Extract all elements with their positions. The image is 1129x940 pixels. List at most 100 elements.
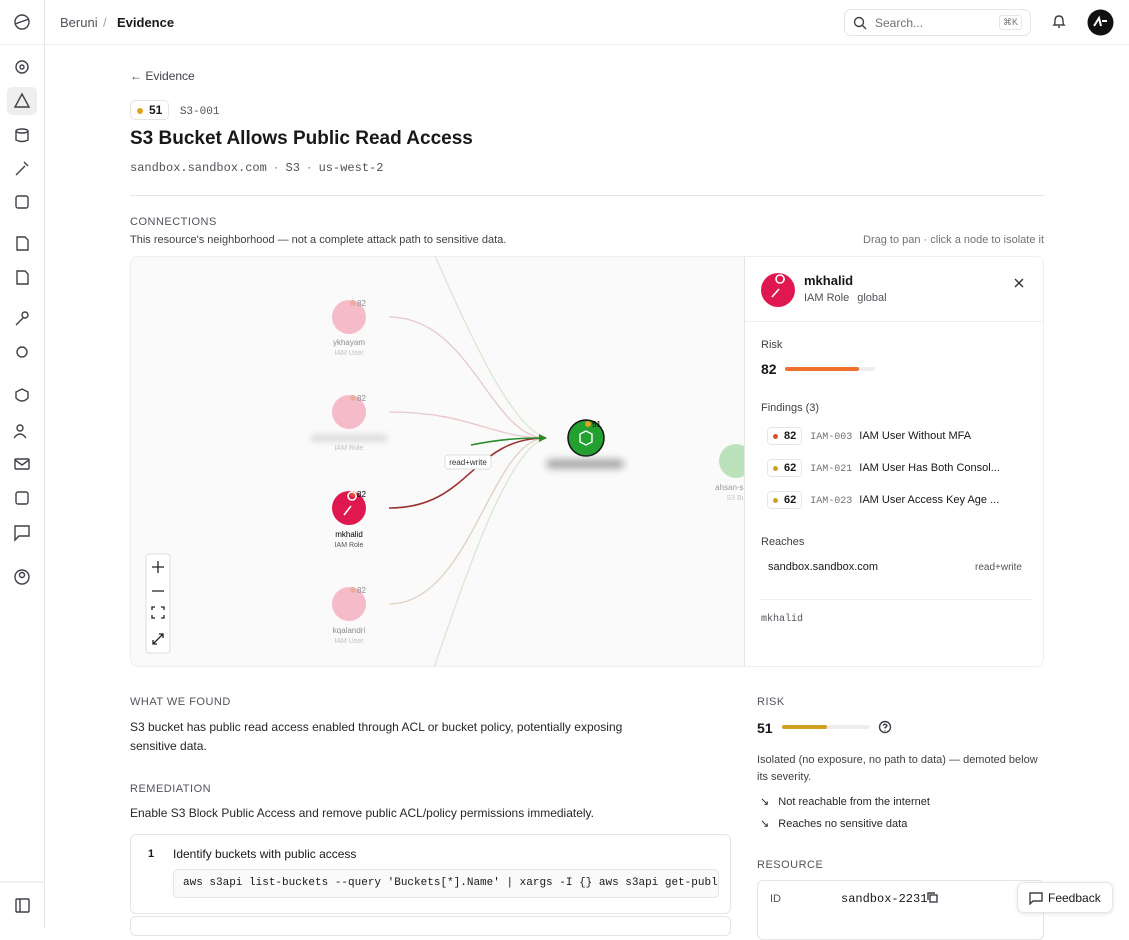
edge-label: read+write: [449, 458, 487, 467]
node-sublabel: IAM Role: [335, 445, 364, 452]
back-link[interactable]: ← Evidence: [130, 69, 195, 83]
finding-title: IAM User Without MFA: [859, 430, 972, 442]
meta-separator: ·: [274, 160, 279, 174]
copy-icon[interactable]: [927, 892, 939, 904]
reaches-label: Reaches: [761, 536, 805, 548]
risk-label: Risk: [761, 339, 783, 351]
node-label: ahsan-s3-in: [715, 483, 757, 492]
finding-dot: [773, 497, 778, 503]
zoom-controls[interactable]: [145, 553, 171, 654]
finding-row[interactable]: 82 IAM-003 IAM User Without MFA: [767, 427, 1027, 445]
score: 51: [149, 103, 163, 117]
finding-id: S3-001: [179, 106, 220, 118]
finding-id: IAM-003: [810, 432, 853, 443]
risk-value: 82: [761, 361, 777, 377]
finding-score: 82: [784, 430, 797, 442]
section-heading: REMEDIATION: [130, 783, 212, 795]
risk-track: [785, 367, 875, 371]
meta-item: S3: [285, 161, 300, 175]
meta: sandbox.sandbox.com · S3 · us-west-2: [130, 160, 383, 175]
node[interactable]: 51: [547, 419, 623, 468]
finding-dot: [773, 433, 778, 439]
resource-value: sandbox-2231: [841, 892, 928, 906]
risk-explanation: Isolated (no exposure, no path to data) …: [757, 754, 1038, 783]
close-button[interactable]: [1013, 277, 1025, 289]
step: 1 Identify buckets with public access aw…: [130, 834, 731, 914]
risk-bar: [782, 725, 827, 729]
sidebar-icons: [0, 14, 45, 913]
section-heading: WHAT WE FOUND: [130, 696, 231, 708]
node[interactable]: 82 mkhalid IAM Role: [332, 490, 366, 549]
breadcrumb-link[interactable]: Beruni: [60, 15, 98, 30]
finding-score: 62: [784, 462, 797, 474]
remediation-text: Enable S3 Block Public Access and remove…: [130, 806, 594, 820]
bell-icon[interactable]: [1051, 14, 1067, 30]
node-score: 82: [357, 394, 366, 403]
avatar[interactable]: [1087, 9, 1114, 36]
panel-scope: global: [857, 292, 887, 304]
page-title: S3 Bucket Allows Public Read Access: [130, 128, 473, 149]
feedback-label[interactable]: Feedback: [1048, 891, 1101, 905]
section-heading: RESOURCE: [757, 859, 824, 871]
risk-track: [782, 725, 870, 729]
section-heading: CONNECTIONS: [130, 216, 217, 228]
section-heading: RISK: [757, 696, 785, 708]
help-icon[interactable]: [878, 720, 892, 734]
breadcrumb-separator: /: [103, 15, 107, 30]
feedback-button[interactable]: Feedback: [1017, 882, 1113, 913]
found-text: S3 bucket has public read access enabled…: [130, 720, 623, 753]
bullet-text: Reaches no sensitive data: [778, 818, 908, 830]
node-sublabel: IAM Role: [335, 542, 364, 549]
step-text: Identify buckets with public access: [173, 847, 357, 861]
node-label: ykhayam: [333, 338, 365, 347]
reach-name[interactable]: sandbox.sandbox.com: [768, 561, 879, 573]
node[interactable]: 82 kqalandri IAM User: [332, 586, 366, 645]
risk-bullet: ↘ Reaches no sensitive data: [760, 818, 908, 830]
score-pill: 51: [130, 100, 170, 120]
search-box[interactable]: Search... ⌘K: [844, 9, 1031, 36]
meta-item: us-west-2: [318, 161, 384, 175]
node-sublabel: S3 Bu: [726, 495, 745, 502]
risk-bar: [785, 367, 859, 371]
meta-item: sandbox.sandbox.com: [130, 161, 267, 175]
detail-panel: mkhalid IAM Role global Risk 82 Findings …: [744, 257, 1043, 666]
badge-row: 51 S3-001: [130, 100, 219, 120]
node-score: 82: [357, 490, 366, 499]
finding-title: IAM User Has Both Consol...: [859, 462, 1000, 474]
finding-id: IAM-021: [810, 464, 853, 475]
finding-row[interactable]: 62 IAM-023 IAM User Access Key Age ...: [767, 491, 1027, 509]
step-number: 1: [148, 848, 155, 860]
feedback-icon: [1029, 892, 1043, 905]
finding-score: 62: [784, 494, 797, 506]
finding-row[interactable]: 62 IAM-021 IAM User Has Both Consol...: [767, 459, 1027, 477]
graph[interactable]: read+write 82 ykhayam IAM User 82 IAM Ro…: [130, 256, 1044, 667]
resource-table: ID sandbox-2231: [757, 880, 1044, 940]
node-sublabel: IAM User: [334, 638, 364, 645]
back-label[interactable]: Evidence: [145, 69, 195, 83]
topbar: Beruni / Evidence Search... ⌘K: [45, 0, 1129, 44]
meta-separator: ·: [307, 160, 312, 174]
sidebar: [0, 0, 45, 928]
node-label: mkhalid: [335, 530, 363, 539]
node[interactable]: 82 ykhayam IAM User: [332, 299, 366, 357]
resource-key: ID: [770, 893, 781, 905]
bullet-text: Not reachable from the internet: [778, 796, 930, 808]
breadcrumb-current: Evidence: [117, 15, 175, 30]
finding-id: IAM-023: [810, 496, 853, 507]
risk-bullet: ↘ Not reachable from the internet: [760, 796, 930, 808]
finding-title: IAM User Access Key Age ...: [859, 494, 1000, 506]
search-icon: [853, 16, 867, 30]
panel-footer: mkhalid: [761, 614, 804, 625]
score-dot: [137, 107, 143, 114]
node-sublabel: IAM User: [334, 350, 364, 357]
connections-description: This resource's neighborhood — not a com…: [130, 234, 507, 246]
finding-score-pill: 82: [767, 427, 803, 445]
step-command[interactable]: aws s3api list-buckets --query 'Buckets[…: [173, 869, 719, 898]
panel-name: mkhalid: [804, 273, 854, 288]
node[interactable]: 82 IAM Role: [311, 394, 387, 452]
connections-hint: Drag to pan · click a node to isolate it: [863, 234, 1044, 246]
risk-score: 51: [757, 720, 773, 736]
node-score: 82: [357, 586, 366, 595]
panel-type: IAM Role: [804, 292, 850, 304]
